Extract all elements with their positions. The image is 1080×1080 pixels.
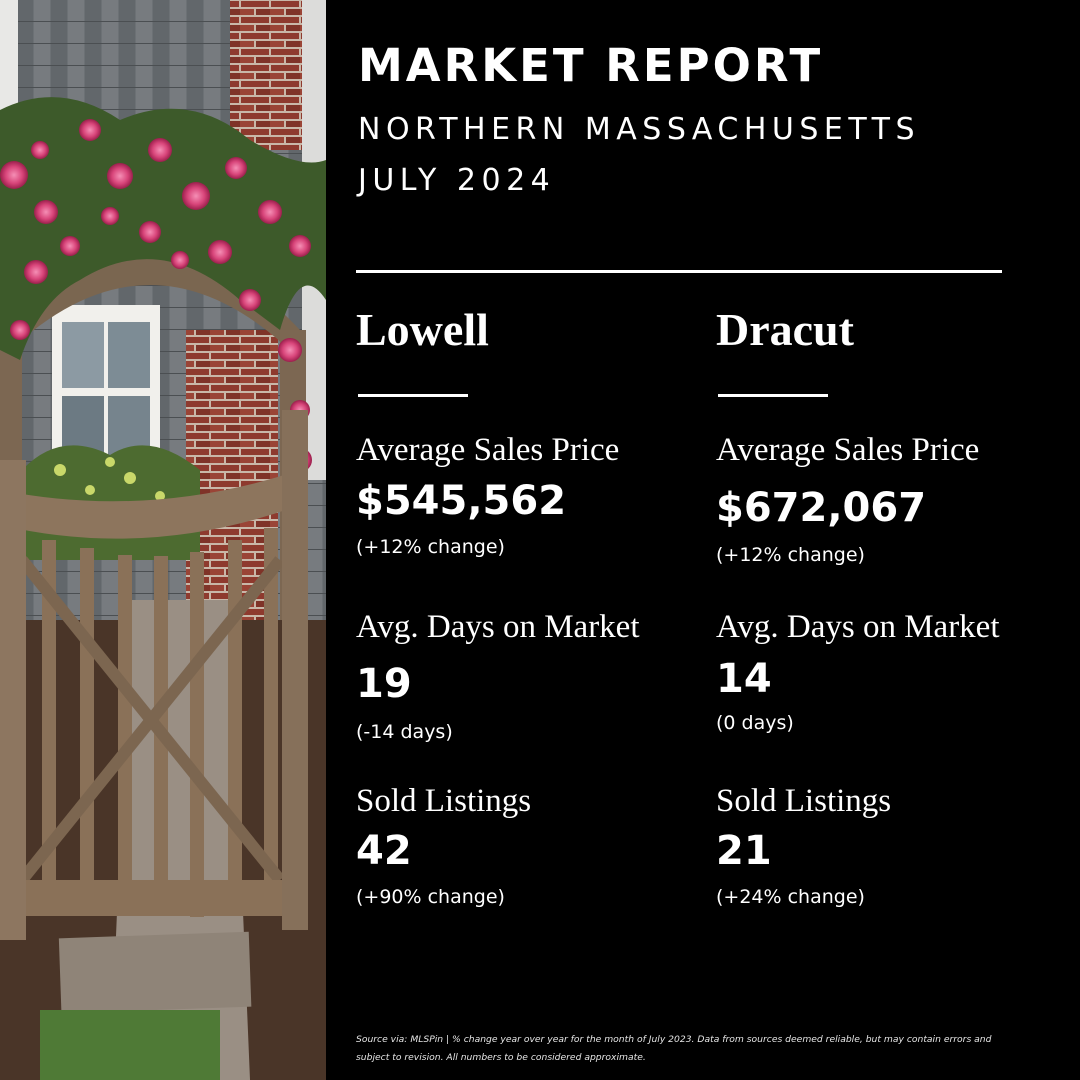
town-column-lowell: Lowell Average Sales Price $545,562 (+12… — [356, 0, 686, 1080]
sold-listings-label: Sold Listings — [356, 783, 532, 819]
days-on-market-label: Avg. Days on Market — [716, 609, 1000, 645]
days-on-market-value: 14 — [716, 656, 772, 702]
days-on-market-value: 19 — [356, 661, 412, 707]
avg-price-change: (+12% change) — [716, 544, 865, 566]
market-report-panel: MARKET REPORT NORTHERN MASSACHUSETTS JUL… — [326, 0, 1080, 1080]
avg-price-value: $672,067 — [716, 485, 927, 531]
avg-price-change: (+12% change) — [356, 536, 505, 558]
town-name: Dracut — [716, 304, 854, 355]
report-region: NORTHERN MASSACHUSETTS — [358, 112, 921, 147]
town-divider — [358, 394, 468, 397]
town-name: Lowell — [356, 304, 489, 355]
sold-listings-label: Sold Listings — [716, 783, 892, 819]
town-column-dracut: Dracut Average Sales Price $672,067 (+12… — [716, 0, 1046, 1080]
sold-listings-change: (+90% change) — [356, 886, 505, 908]
report-title: MARKET REPORT — [358, 39, 824, 92]
report-period: JULY 2024 — [358, 163, 556, 198]
town-divider — [718, 394, 828, 397]
days-on-market-label: Avg. Days on Market — [356, 609, 640, 645]
garden-gate-photo — [0, 0, 326, 1080]
days-on-market-change: (0 days) — [716, 712, 794, 734]
sold-listings-value: 21 — [716, 828, 772, 874]
days-on-market-change: (-14 days) — [356, 721, 453, 743]
avg-price-label: Average Sales Price — [356, 432, 620, 468]
sold-listings-value: 42 — [356, 828, 412, 874]
avg-price-label: Average Sales Price — [716, 432, 980, 468]
source-disclaimer: Source via: MLSPin | % change year over … — [356, 1034, 992, 1063]
header-divider — [356, 270, 1002, 273]
sold-listings-change: (+24% change) — [716, 886, 865, 908]
avg-price-value: $545,562 — [356, 478, 567, 524]
